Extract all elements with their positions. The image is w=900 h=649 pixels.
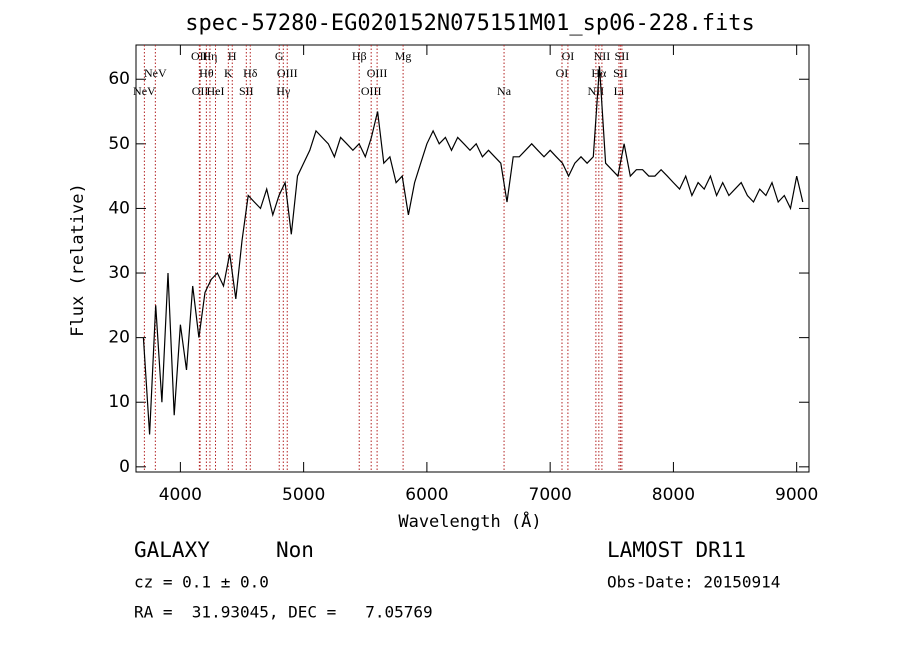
line-label: Li xyxy=(614,84,625,98)
line-label: OIII xyxy=(277,66,298,80)
line-label: SII xyxy=(615,49,630,63)
x-tick-label: 7000 xyxy=(529,485,572,505)
x-tick-label: 9000 xyxy=(775,485,818,505)
coordinates: RA = 31.93045, DEC = 7.05769 xyxy=(134,603,433,622)
y-tick-label: 0 xyxy=(119,457,130,477)
x-tick-label: 8000 xyxy=(652,485,695,505)
line-label: NII xyxy=(588,84,605,98)
line-label: OIII xyxy=(367,66,388,80)
line-label: NeV xyxy=(133,84,156,98)
line-label: H xyxy=(228,49,237,63)
line-label: OIII xyxy=(361,84,382,98)
redshift: cz = 0.1 ± 0.0 xyxy=(134,573,269,592)
line-label: Hθ xyxy=(199,66,214,80)
y-tick-label: 30 xyxy=(108,263,130,283)
release: LAMOST DR11 xyxy=(607,538,746,562)
x-tick-label: 4000 xyxy=(159,485,202,505)
line-label: SII xyxy=(239,84,254,98)
y-tick-label: 60 xyxy=(108,69,130,89)
x-tick-label: 6000 xyxy=(405,485,448,505)
class: GALAXY xyxy=(134,538,210,562)
y-tick-label: 50 xyxy=(108,134,130,154)
line-label: Na xyxy=(497,84,512,98)
line-label: Hβ xyxy=(352,49,367,63)
line-label: G xyxy=(275,49,284,63)
line-label: Mg xyxy=(395,49,412,63)
line-label: OI xyxy=(562,49,575,63)
obs-date: Obs-Date: 20150914 xyxy=(607,573,780,592)
x-tick-label: 5000 xyxy=(282,485,325,505)
y-tick-label: 10 xyxy=(108,392,130,412)
y-tick-label: 40 xyxy=(108,198,130,218)
subclass: Non xyxy=(276,538,314,562)
line-label: Hη xyxy=(202,49,217,63)
spectrum-line xyxy=(142,66,804,435)
plot-frame xyxy=(135,44,810,473)
line-label: OII xyxy=(192,84,209,98)
y-axis-label: Flux (relative) xyxy=(68,183,88,337)
line-label: Hγ xyxy=(276,84,291,98)
line-label: K xyxy=(224,66,233,80)
y-tick-label: 20 xyxy=(108,328,130,348)
line-label: NII xyxy=(594,49,611,63)
line-label: Hδ xyxy=(243,66,258,80)
line-label: OI xyxy=(556,66,569,80)
line-label: OII xyxy=(191,49,208,63)
x-axis-label: Wavelength (Å) xyxy=(398,510,541,532)
line-label: HeI xyxy=(207,84,225,98)
line-label: NeV xyxy=(144,66,167,80)
line-label: SII xyxy=(613,66,628,80)
chart-title: spec-57280-EG020152N075151M01_sp06-228.f… xyxy=(185,11,755,36)
